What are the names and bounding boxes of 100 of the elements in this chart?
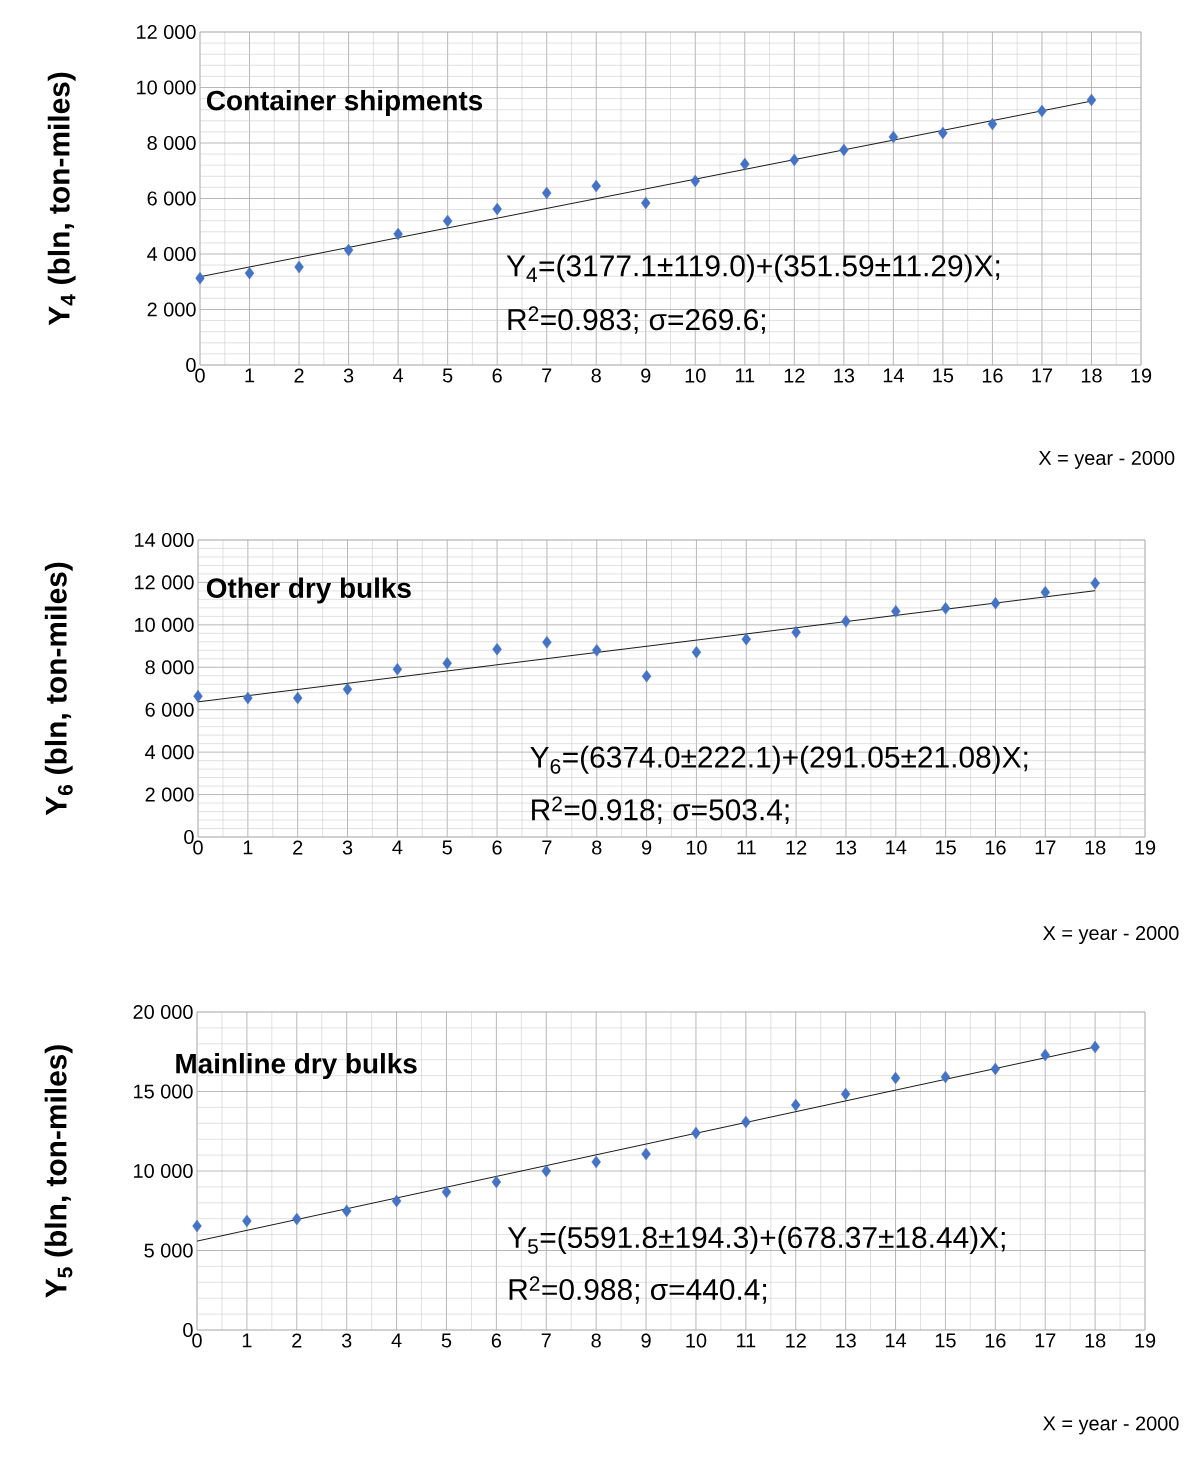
point [891, 605, 901, 618]
x-tick-label: 13 [836, 840, 857, 855]
x-tick-label: 6 [491, 1333, 502, 1348]
point [492, 202, 502, 216]
point [541, 186, 552, 200]
point [839, 143, 849, 157]
point [342, 682, 353, 696]
x-tick-label: 18 [1085, 840, 1106, 855]
x-tick-label: 19 [1135, 840, 1156, 855]
y-tick-label: 4 000 [145, 745, 194, 760]
text: Container shipments [206, 89, 483, 116]
point [591, 1155, 601, 1169]
x-axis-title: X = year - 2000 [1043, 925, 1179, 945]
x-tick-label: 3 [342, 840, 353, 855]
y-tick-label: 0 [186, 357, 196, 373]
x-tick-label: 19 [1131, 368, 1152, 383]
x-tick-label: 18 [1085, 1333, 1106, 1348]
y-tick-label: 12 000 [135, 575, 194, 590]
annotation: R$^{2}$=0.983; σ=269.6; [508, 306, 765, 334]
point [890, 1071, 901, 1085]
x-tick-label: 13 [834, 368, 855, 383]
x-tick-label: 17 [1035, 840, 1056, 855]
point [1040, 585, 1051, 599]
y-tick-label: 2 000 [145, 787, 194, 802]
x-tick-label: 6 [492, 840, 502, 855]
x-axis-title: X = year - 2000 [1038, 450, 1175, 469]
y-tick-label: 6 000 [147, 191, 196, 206]
x-tick-label: 18 [1081, 368, 1102, 383]
y-tick-label: 0 [184, 829, 194, 845]
x-tick-label: 8 [591, 1333, 601, 1348]
point [492, 643, 502, 656]
x-tick-label: 16 [985, 1333, 1006, 1348]
x-tick-label: 6 [492, 368, 502, 383]
x-tick-label: 15 [935, 1333, 956, 1348]
point [641, 1147, 651, 1161]
y-tick-label: 8 000 [145, 660, 194, 675]
x-tick-label: 12 [786, 840, 807, 855]
point [193, 689, 203, 703]
point [987, 117, 998, 131]
point [938, 126, 948, 140]
x-tick-label: 10 [686, 1333, 707, 1348]
x-tick-label: 12 [786, 1333, 806, 1348]
x-tick-label: 16 [985, 840, 1006, 855]
x-tick-label: 16 [982, 368, 1003, 383]
point [442, 657, 452, 670]
point [940, 602, 951, 615]
point [541, 1164, 551, 1178]
x-tick-label: 1 [245, 368, 255, 383]
point [641, 196, 651, 210]
point [741, 633, 751, 646]
y-tick-label: 15 000 [134, 1084, 193, 1099]
point [491, 1175, 502, 1189]
y-tick-label: 12 000 [137, 24, 196, 40]
point [542, 636, 552, 649]
point [292, 1212, 302, 1226]
x-tick-label: 3 [343, 368, 354, 383]
point [591, 179, 601, 193]
y-tick-label: 14 000 [135, 532, 194, 548]
point [690, 174, 700, 188]
y-tick-label: 2 000 [147, 302, 196, 317]
point [243, 691, 253, 705]
y-tick-label: 20 000 [133, 1004, 193, 1020]
point [840, 1087, 851, 1101]
y-tick-label: 0 [183, 1322, 193, 1338]
point [1037, 104, 1047, 118]
y-tick-label: 5 000 [144, 1243, 193, 1258]
x-tick-label: 7 [542, 368, 552, 383]
x-tick-label: 5 [441, 1333, 452, 1348]
x-tick-label: 14 [883, 368, 904, 383]
x-tick-label: 9 [641, 1333, 651, 1348]
point [641, 669, 652, 683]
point [292, 691, 303, 705]
x-tick-label: 2 [294, 368, 304, 383]
y-axis-title: Y$_{5}$ (bln, ton-miles) [44, 1045, 73, 1298]
point [244, 266, 255, 280]
annotation: Y$_{6}$=(6374.0±222.1)+(291.05±21.08)X; [530, 745, 1028, 774]
x-tick-label: 17 [1035, 1333, 1056, 1348]
y-tick-label: 6 000 [145, 702, 194, 717]
x-tick-label: 8 [591, 368, 601, 383]
y-tick-label: 4 000 [147, 246, 196, 262]
point [341, 1204, 352, 1218]
x-tick-label: 14 [886, 840, 907, 855]
point [841, 615, 851, 628]
point [192, 1219, 202, 1233]
x-tick-label: 17 [1032, 368, 1053, 383]
y-tick-label: 8 000 [147, 135, 196, 151]
x-tick-label: 4 [391, 1333, 402, 1348]
point [195, 271, 205, 285]
point [791, 626, 801, 639]
x-tick-label: 15 [933, 368, 954, 383]
point [242, 1214, 252, 1228]
x-tick-label: 11 [737, 840, 756, 855]
x-tick-label: 2 [293, 840, 303, 855]
y-axis-title: Y$_{4}$ (bln, ton-miles) [47, 72, 76, 326]
point [740, 157, 750, 171]
x-tick-label: 11 [737, 1333, 756, 1348]
x-tick-label: 14 [885, 1333, 907, 1348]
text: Mainline dry bulks [176, 1053, 417, 1080]
x-tick-label: 3 [341, 1333, 352, 1348]
point [392, 662, 403, 676]
